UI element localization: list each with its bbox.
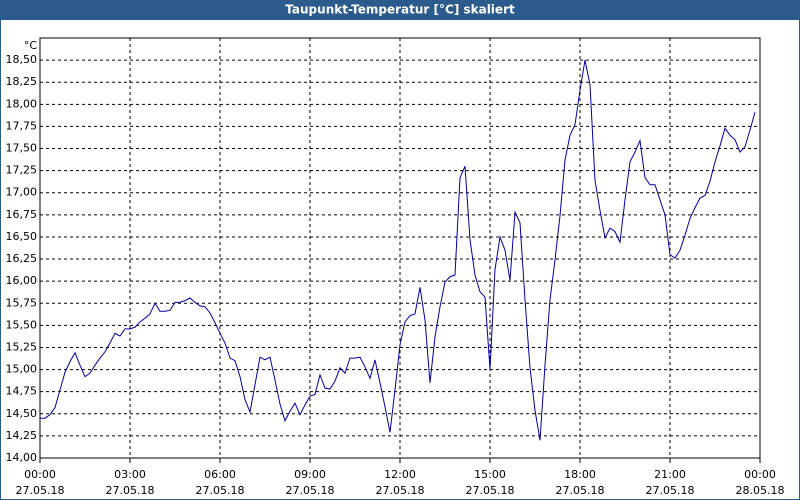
y-tick-label: 18,50	[6, 53, 38, 66]
x-tick-label: 12:00	[384, 468, 416, 481]
line-series	[40, 60, 756, 441]
x-tick-label: 03:00	[114, 468, 146, 481]
chart-title: Taupunkt-Temperatur [°C] skaliert	[285, 3, 515, 17]
y-tick-label: 15,50	[6, 318, 38, 331]
y-tick-label: 17,25	[6, 164, 38, 177]
y-tick-label: 16,50	[6, 230, 38, 243]
x-tick-date: 27.05.18	[196, 484, 245, 497]
y-tick-label: 15,00	[6, 363, 38, 376]
x-tick-date: 27.05.18	[556, 484, 605, 497]
x-tick-label: 00:00	[744, 468, 776, 481]
x-tick-date: 28.05.18	[736, 484, 785, 497]
x-tick-date: 27.05.18	[376, 484, 425, 497]
y-tick-label: 14,50	[6, 407, 38, 420]
y-tick-label: 14,75	[6, 385, 38, 398]
y-tick-label: 16,75	[6, 208, 38, 221]
x-tick-date: 27.05.18	[466, 484, 515, 497]
y-tick-label: 17,75	[6, 119, 38, 132]
x-tick-label: 06:00	[204, 468, 236, 481]
x-tick-date: 27.05.18	[646, 484, 695, 497]
y-tick-label: 16,25	[6, 252, 38, 265]
x-tick-label: 00:00	[24, 468, 56, 481]
x-tick-date: 27.05.18	[286, 484, 335, 497]
x-tick-label: 09:00	[294, 468, 326, 481]
y-tick-label: 14,25	[6, 429, 38, 442]
y-tick-label: 15,25	[6, 340, 38, 353]
y-tick-label: 16,00	[6, 274, 38, 287]
x-tick-label: 21:00	[654, 468, 686, 481]
y-tick-label: 17,50	[6, 142, 38, 155]
x-tick-label: 15:00	[474, 468, 506, 481]
x-tick-date: 27.05.18	[16, 484, 65, 497]
x-tick-label: 18:00	[564, 468, 596, 481]
y-tick-label: 18,25	[6, 75, 38, 88]
y-unit: °C	[24, 39, 38, 52]
y-tick-label: 17,00	[6, 186, 38, 199]
y-tick-label: 15,75	[6, 296, 38, 309]
plot-frame	[39, 37, 761, 459]
y-tick-label: 18,00	[6, 97, 38, 110]
title-bar	[0, 0, 800, 20]
y-tick-label: 14,00	[6, 451, 38, 464]
x-tick-date: 27.05.18	[106, 484, 155, 497]
